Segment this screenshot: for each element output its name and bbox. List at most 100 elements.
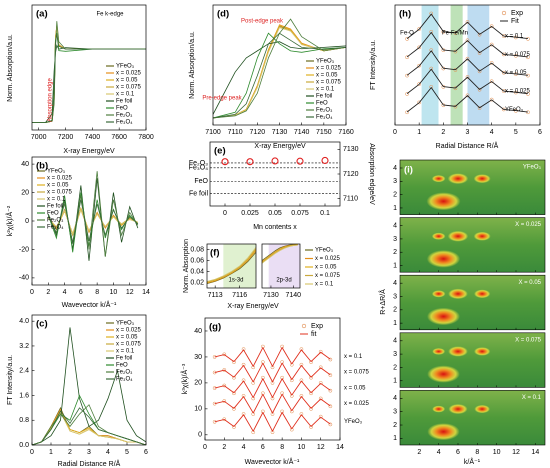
panel-frame <box>399 332 546 388</box>
annotation: 1s-3d <box>228 278 243 284</box>
legend-label: Fe₂O₃ <box>316 108 333 114</box>
legend-swatch <box>301 323 307 329</box>
x-tick-label: 7150 <box>316 129 332 136</box>
exp-point <box>222 383 227 388</box>
exp-point <box>429 29 434 34</box>
panel-label: (b) <box>36 161 48 172</box>
y-tick-label: 3 <box>393 236 397 243</box>
exp-point <box>405 37 409 41</box>
legend-label: x = 0.05 <box>315 265 337 271</box>
y-tick-label: 4 <box>393 338 397 345</box>
x-tick-label: 2 <box>68 449 72 456</box>
x-tick-label: 2 <box>46 289 50 296</box>
series-line <box>47 171 139 257</box>
panel-label: (a) <box>36 9 48 20</box>
legend-label: x = 0.1 <box>116 92 135 98</box>
x-tick-label: 12 <box>512 449 520 456</box>
x-tick-label: 2 <box>417 449 421 456</box>
legend-label: x = 0.075 <box>116 85 142 91</box>
wavelet-blob <box>473 174 491 184</box>
legend-label: Fe₂O₃ <box>47 218 64 224</box>
x-tick-label: 12 <box>317 444 325 451</box>
series-line <box>207 247 256 282</box>
y-tick-label: 3 <box>393 409 397 416</box>
wavelet-blob <box>431 290 446 298</box>
x-tick-label: 8 <box>95 289 99 296</box>
series-line <box>32 34 146 124</box>
exp-point <box>526 37 530 41</box>
exp-point <box>318 349 323 354</box>
annotation: 2p-3d <box>276 278 291 284</box>
exp-point <box>309 391 313 396</box>
exp-point <box>309 407 313 411</box>
exp-point <box>318 414 323 419</box>
x-tick-label: 7160 <box>338 129 354 136</box>
x-tick-label: 6 <box>144 449 148 456</box>
legend-label: x = 0.075 <box>47 190 73 196</box>
curve-label: YFeO₃ <box>344 419 363 425</box>
exp-point <box>429 11 434 16</box>
wavelet-blob <box>427 423 460 441</box>
exp-point <box>477 87 482 92</box>
exp-point <box>465 38 470 43</box>
y-tick-label: 4 <box>393 165 397 172</box>
y-tick-label: 3 <box>393 351 397 358</box>
exp-point <box>299 412 304 416</box>
curve-label: x = 0.05 <box>505 70 527 76</box>
fit-line <box>214 362 331 383</box>
exp-point <box>429 85 434 89</box>
exp-point <box>429 66 434 71</box>
wavelet-blob <box>474 404 490 414</box>
x-tick-label: 0 <box>30 289 34 296</box>
x-tick-label: 8 <box>475 449 479 456</box>
legend-label: FeO <box>316 101 328 107</box>
exp-point <box>526 92 530 96</box>
legend-label: FeO <box>47 211 59 217</box>
series-line <box>262 244 298 264</box>
panel-label: (e) <box>214 146 226 157</box>
y-tick-label: 4 <box>393 395 397 402</box>
legend-label: x = 0.075 <box>116 342 142 348</box>
exp-point <box>489 79 494 84</box>
fit-line <box>406 68 528 95</box>
exp-point <box>309 360 313 364</box>
plot-frame <box>31 156 147 286</box>
reference-label: Fe₃O₄ <box>189 165 208 172</box>
wavelet-blob <box>447 173 469 185</box>
series-line <box>207 248 256 283</box>
exp-point <box>318 396 323 401</box>
wavelet-blob <box>448 288 468 300</box>
y-tick-label: 0.06 <box>190 257 204 264</box>
legend-label: YFeO₃ <box>47 169 66 175</box>
exp-point <box>477 106 482 110</box>
exp-point <box>299 362 304 367</box>
y-tick-label: 2 <box>393 364 397 371</box>
legend-label: x = 0.1 <box>316 87 335 93</box>
wavelet-blob <box>448 346 468 357</box>
series-line <box>32 394 146 445</box>
x-axis-label: X-ray Energy/eV <box>63 148 115 155</box>
point <box>246 158 254 166</box>
panel-label: (i) <box>404 165 413 176</box>
annotation: Post-edge peak <box>241 19 284 25</box>
reference-label: Fe₂O₃ <box>189 160 208 167</box>
x-tick-label: 4 <box>490 129 494 136</box>
legend-label: x = 0.075 <box>315 273 341 279</box>
x-tick-label: 6 <box>261 444 265 451</box>
x-tick-label: 5 <box>514 129 518 136</box>
x-tick-label: 0.1 <box>320 210 330 217</box>
point <box>221 158 229 166</box>
exp-point <box>299 347 304 351</box>
panel-label: (d) <box>217 9 229 20</box>
exp-point <box>222 417 227 422</box>
exp-point <box>309 425 313 429</box>
wavelet-blob <box>448 404 468 415</box>
wavelet-background <box>400 160 545 215</box>
y-tick-label: -40 <box>19 275 29 282</box>
legend-label: Fe foil <box>116 99 132 105</box>
x-tick-label: 7100 <box>205 129 221 136</box>
series-line <box>207 251 256 284</box>
legend-label: Fe₃O₄ <box>47 225 64 231</box>
legend-label: Fe₂O₃ <box>116 370 133 376</box>
